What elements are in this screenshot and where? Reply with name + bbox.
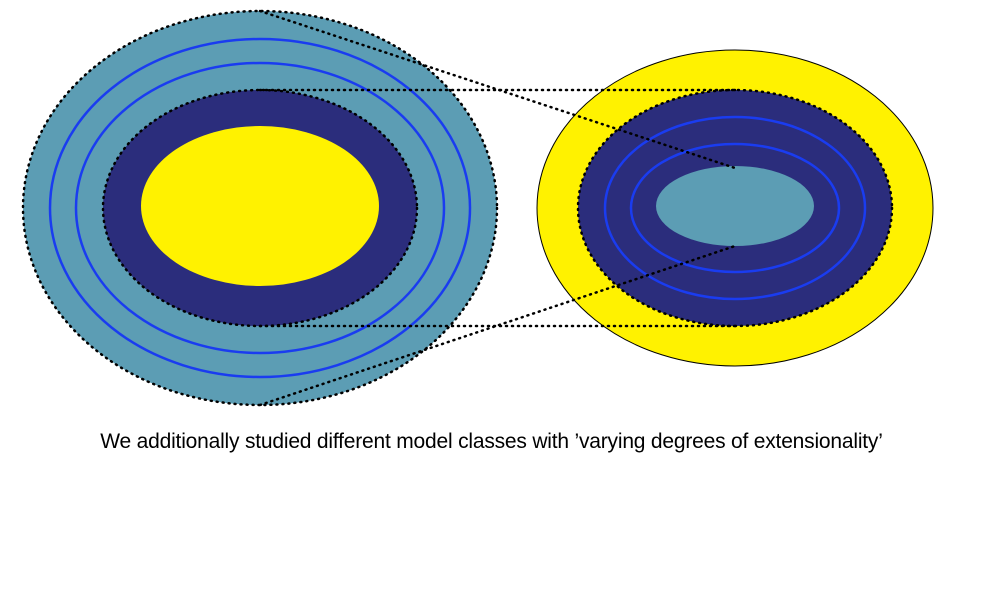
right-core-region	[656, 166, 814, 246]
left-core-region	[141, 126, 379, 286]
left-ring-line-inner	[74, 61, 446, 355]
right-ring-line-inner	[629, 142, 841, 274]
left-ring-line-outer	[48, 37, 472, 379]
mapping-line-bottom-outer	[258, 244, 737, 407]
caption: We additionally studied different model …	[100, 430, 883, 453]
diagram	[21, 9, 934, 407]
mapping-line-top-outer	[258, 9, 737, 170]
right-model	[536, 49, 934, 367]
mapping-lines	[258, 9, 737, 407]
right-ring-line-outer	[603, 115, 867, 301]
left-model	[21, 9, 499, 407]
